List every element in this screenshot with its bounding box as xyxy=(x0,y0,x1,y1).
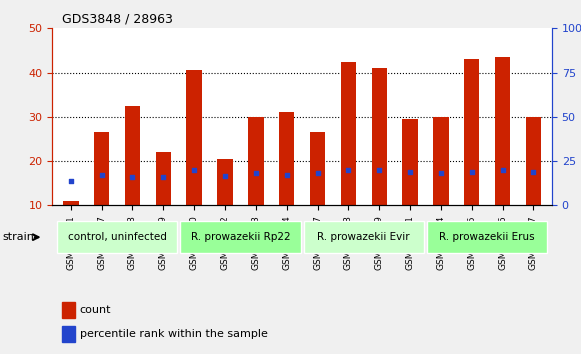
Bar xyxy=(340,62,356,205)
Point xyxy=(251,170,260,175)
FancyBboxPatch shape xyxy=(304,221,424,253)
Point xyxy=(66,178,76,184)
Point xyxy=(128,174,137,180)
Bar xyxy=(156,152,171,205)
Point xyxy=(159,174,168,180)
Bar xyxy=(526,117,541,205)
Bar xyxy=(62,326,75,342)
Bar xyxy=(248,117,264,205)
Bar xyxy=(217,159,233,205)
Point xyxy=(467,169,476,175)
Text: GDS3848 / 28963: GDS3848 / 28963 xyxy=(62,13,173,26)
Bar xyxy=(63,201,78,205)
Text: R. prowazekii Erus: R. prowazekii Erus xyxy=(439,232,535,242)
Point xyxy=(344,167,353,173)
Point xyxy=(220,173,229,179)
FancyBboxPatch shape xyxy=(180,221,300,253)
Point xyxy=(189,167,199,173)
Bar xyxy=(495,57,510,205)
Point xyxy=(406,169,415,175)
Text: control, uninfected: control, uninfected xyxy=(67,232,167,242)
Point xyxy=(282,172,291,178)
Point xyxy=(97,172,106,178)
FancyBboxPatch shape xyxy=(57,221,177,253)
Point xyxy=(313,171,322,176)
Text: R. prowazekii Evir: R. prowazekii Evir xyxy=(317,232,410,242)
Point xyxy=(375,167,384,173)
Bar xyxy=(403,119,418,205)
Bar xyxy=(279,113,295,205)
Bar xyxy=(310,132,325,205)
Point xyxy=(529,169,538,175)
Bar xyxy=(125,106,140,205)
Point xyxy=(436,170,446,175)
FancyBboxPatch shape xyxy=(427,221,547,253)
Text: count: count xyxy=(80,305,112,315)
Bar xyxy=(94,132,109,205)
Point xyxy=(498,167,507,173)
Bar xyxy=(371,68,387,205)
Bar xyxy=(187,70,202,205)
Bar xyxy=(464,59,479,205)
Bar xyxy=(62,302,75,318)
Text: R. prowazekii Rp22: R. prowazekii Rp22 xyxy=(191,232,290,242)
Bar xyxy=(433,117,449,205)
Text: percentile rank within the sample: percentile rank within the sample xyxy=(80,329,268,339)
Text: strain: strain xyxy=(3,232,35,242)
